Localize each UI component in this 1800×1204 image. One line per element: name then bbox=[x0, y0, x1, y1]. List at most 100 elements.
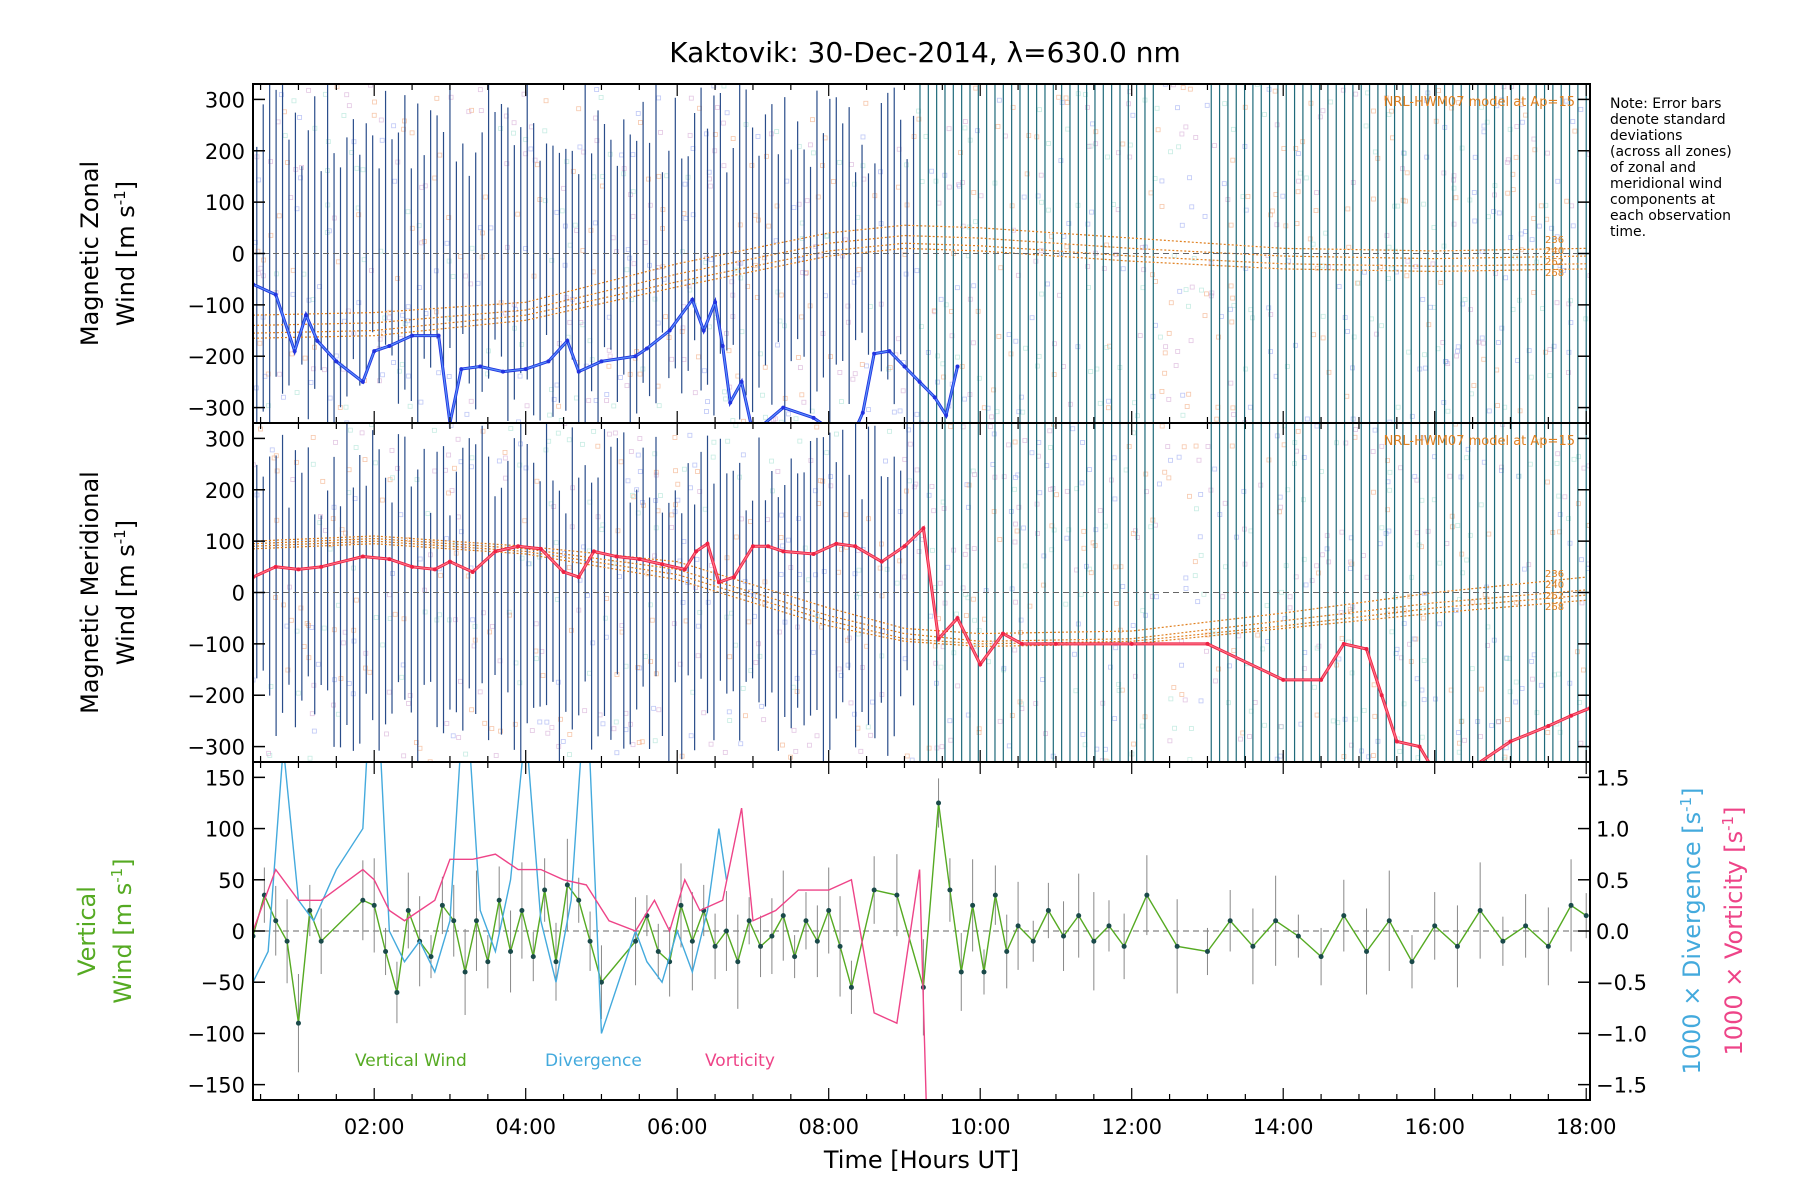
scatter-point bbox=[958, 150, 963, 156]
scatter-point bbox=[1531, 290, 1537, 295]
scatter-point bbox=[988, 424, 993, 429]
scatter-point bbox=[1123, 467, 1129, 473]
scatter-point bbox=[1441, 170, 1447, 176]
scatter-point bbox=[625, 247, 631, 253]
scatter-point bbox=[1016, 504, 1022, 510]
scatter-point bbox=[937, 580, 943, 586]
scatter-point bbox=[1102, 746, 1108, 752]
scatter-point bbox=[593, 115, 599, 121]
scatter-point bbox=[346, 103, 352, 109]
series-point bbox=[1053, 641, 1058, 646]
scatter-point bbox=[655, 508, 661, 514]
scatter-point bbox=[727, 718, 733, 723]
scatter-point bbox=[738, 275, 744, 281]
scatter-point bbox=[1093, 141, 1099, 147]
scatter-point bbox=[1198, 492, 1204, 497]
scatter-point bbox=[453, 617, 458, 623]
scatter-point bbox=[638, 120, 643, 125]
scatter-point bbox=[669, 356, 675, 362]
scatter-point bbox=[1139, 245, 1145, 250]
scatter-point bbox=[1099, 758, 1105, 762]
scatter-point bbox=[1320, 263, 1326, 269]
scatter-point bbox=[1229, 443, 1235, 449]
scatter-point bbox=[1187, 86, 1193, 92]
scatter-point bbox=[1135, 535, 1140, 540]
scatter-point bbox=[1216, 334, 1221, 340]
x-tick-label: 02:00 bbox=[344, 1115, 405, 1139]
scatter-point bbox=[970, 468, 976, 474]
scatter-point bbox=[317, 520, 323, 526]
scatter-point bbox=[793, 416, 799, 422]
scatter-point bbox=[856, 267, 862, 272]
scatter-point bbox=[558, 417, 564, 423]
scatter-point bbox=[1167, 738, 1173, 744]
scatter-point bbox=[856, 567, 862, 573]
scatter-point bbox=[1472, 218, 1478, 224]
scatter-point bbox=[1409, 413, 1415, 419]
scatter-point bbox=[1377, 541, 1383, 547]
scatter-point bbox=[1449, 513, 1455, 519]
scatter-point bbox=[1187, 757, 1193, 762]
scatter-point bbox=[1345, 329, 1350, 334]
vertical-wind-point bbox=[1295, 933, 1301, 939]
scatter-point bbox=[580, 248, 586, 253]
scatter-point bbox=[1397, 748, 1403, 754]
scatter-point bbox=[1166, 396, 1172, 402]
scatter-point bbox=[1287, 605, 1293, 611]
scatter-point bbox=[409, 130, 415, 136]
series-point bbox=[713, 300, 718, 305]
series-point bbox=[879, 559, 884, 564]
vertical-wind-point bbox=[678, 902, 684, 908]
scatter-point bbox=[658, 493, 663, 498]
scatter-point bbox=[705, 599, 711, 605]
scatter-point bbox=[1131, 741, 1137, 747]
scatter-point bbox=[1557, 263, 1563, 269]
scatter-point bbox=[1159, 178, 1165, 184]
vertical-wind-point bbox=[1174, 943, 1180, 949]
scatter-point bbox=[1162, 350, 1168, 356]
model-zone-label: 236 bbox=[1545, 569, 1564, 580]
series-line bbox=[253, 802, 1587, 1024]
scatter-point bbox=[1468, 307, 1473, 312]
scatter-point bbox=[1491, 209, 1497, 214]
scatter-point bbox=[962, 119, 968, 124]
series-point bbox=[1129, 641, 1134, 646]
scatter-point bbox=[966, 482, 972, 488]
scatter-point bbox=[361, 257, 367, 263]
vertical-wind-point bbox=[837, 943, 843, 949]
scatter-point bbox=[804, 198, 810, 204]
scatter-point bbox=[796, 516, 801, 521]
scatter-point bbox=[1045, 281, 1050, 287]
scatter-point bbox=[836, 666, 842, 672]
scatter-point bbox=[1168, 696, 1174, 702]
scatter-point bbox=[1372, 149, 1378, 155]
series-point bbox=[372, 349, 377, 354]
scatter-point bbox=[396, 368, 402, 374]
scatter-point bbox=[524, 403, 530, 409]
scatter-point bbox=[1230, 126, 1236, 132]
scatter-point bbox=[1179, 662, 1185, 668]
scatter-point bbox=[753, 660, 759, 665]
scatter-point bbox=[971, 596, 976, 602]
series-line-highlight bbox=[253, 527, 1590, 762]
scatter-point bbox=[1505, 717, 1510, 723]
scatter-point bbox=[1132, 400, 1137, 406]
scatter-point bbox=[1556, 671, 1561, 677]
scatter-point bbox=[325, 139, 331, 144]
scatter-point bbox=[417, 745, 423, 751]
scatter-point bbox=[606, 363, 612, 369]
scatter-point bbox=[900, 388, 906, 394]
scatter-point bbox=[1534, 710, 1540, 716]
scatter-point bbox=[379, 137, 385, 143]
series-point bbox=[921, 526, 926, 531]
scatter-point bbox=[948, 737, 954, 743]
scatter-point bbox=[1281, 442, 1287, 448]
scatter-point bbox=[1352, 434, 1358, 440]
scatter-point bbox=[296, 690, 301, 696]
scatter-point bbox=[310, 435, 316, 440]
y-tick-label: 100 bbox=[205, 530, 245, 554]
series-point bbox=[944, 413, 949, 418]
scatter-point bbox=[1481, 129, 1487, 135]
scatter-point bbox=[1171, 253, 1177, 258]
scatter-point bbox=[664, 173, 670, 179]
